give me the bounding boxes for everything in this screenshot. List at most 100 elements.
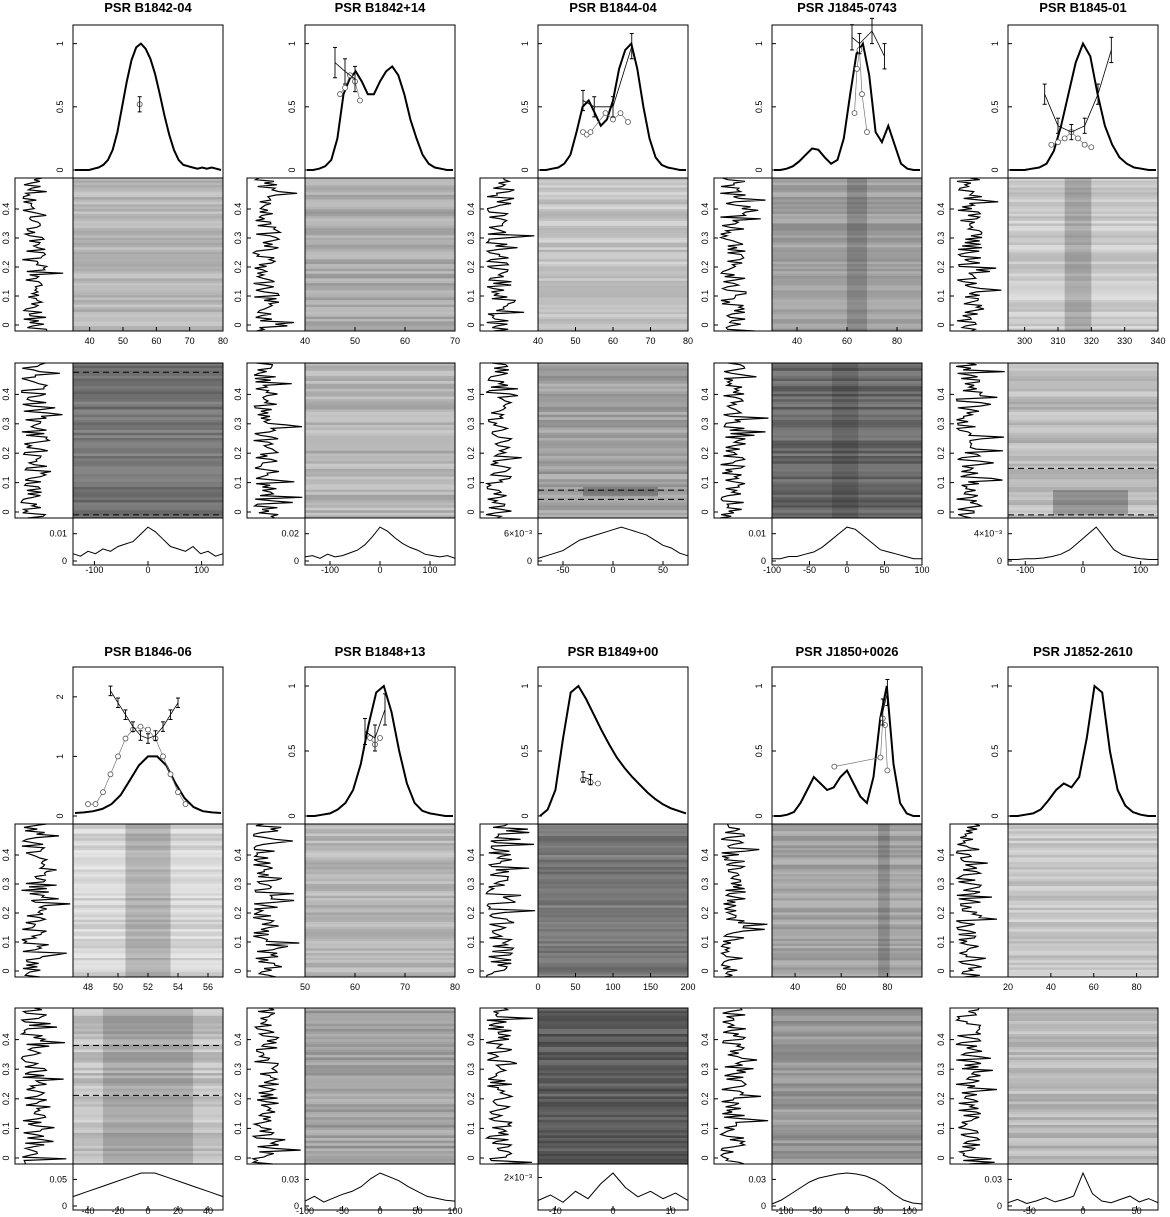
lrfs-row xyxy=(538,893,688,897)
lrfs-row xyxy=(1008,931,1158,935)
twodfs-row xyxy=(1008,1143,1158,1147)
lrfs-row xyxy=(772,826,922,830)
lrfs-row xyxy=(73,890,223,894)
twodfs-row xyxy=(305,1145,455,1149)
lrfs-row xyxy=(1008,189,1158,193)
twodfs-row xyxy=(305,394,455,397)
lrfs-row xyxy=(305,206,455,210)
twodfs-row xyxy=(772,404,922,408)
lrfs-row xyxy=(73,290,223,294)
twodfs-row xyxy=(538,1140,688,1144)
lrfs-xtick-label: 54 xyxy=(173,982,183,992)
twodfs-row xyxy=(538,1099,688,1102)
lrfs-row xyxy=(73,867,223,870)
twodfs-row xyxy=(772,432,922,436)
lrfs-row xyxy=(305,216,455,219)
lrfs-row xyxy=(538,266,688,270)
lrfs-row xyxy=(73,185,223,188)
twodfs-row xyxy=(305,401,455,405)
lrfs-side-spectrum-tick-label: 0.4 xyxy=(233,203,243,216)
lrfs-row xyxy=(305,965,455,968)
lrfs-row xyxy=(305,218,455,222)
twodfs-row xyxy=(538,378,688,382)
twodfs-row xyxy=(73,1075,223,1079)
twodfs-row xyxy=(772,1088,922,1092)
pa-marker xyxy=(175,789,181,796)
profile-ytick-label: 0 xyxy=(754,813,764,818)
twodfs-row xyxy=(538,497,688,501)
pa-marker xyxy=(92,801,99,807)
lrfs-row xyxy=(538,838,688,842)
lrfs-row xyxy=(305,302,455,306)
lrfs-row xyxy=(538,859,688,863)
lrfs-row xyxy=(772,285,922,289)
twodfs-row xyxy=(73,373,223,377)
twodfs-row xyxy=(305,404,455,408)
lrfs-row xyxy=(73,833,223,837)
lrfs-row xyxy=(772,907,922,911)
twodfs-row xyxy=(305,1088,455,1092)
twodfs-row xyxy=(772,1062,922,1066)
lrfs-row xyxy=(1008,855,1158,858)
twodfs-row xyxy=(1008,1047,1158,1050)
twodfs-row xyxy=(305,479,455,483)
lrfs-side-spectrum-tick-label: 0 xyxy=(1,322,11,327)
lrfs-row xyxy=(305,235,455,239)
twodfs-side-spectrum-tick-label: 0.1 xyxy=(1,476,11,489)
lrfs-row xyxy=(772,867,922,870)
lrfs-row xyxy=(305,299,455,303)
lrfs-xtick-label: 40 xyxy=(300,336,310,346)
lrfs-row xyxy=(305,259,455,262)
twodfs-row xyxy=(305,1119,455,1123)
twodfs-row xyxy=(772,1070,922,1074)
twodfs-row xyxy=(1008,419,1158,423)
twodfs-row xyxy=(772,1026,922,1030)
twodfs-row xyxy=(73,443,223,446)
lrfs-row xyxy=(305,883,455,887)
twodfs-row xyxy=(73,1112,223,1115)
lrfs-row xyxy=(305,871,455,875)
twodfs-row xyxy=(73,391,223,395)
twodfs-row xyxy=(1008,458,1158,462)
twodfs-side-spectrum-tick-label: 0.1 xyxy=(700,1122,710,1135)
lrfs-row xyxy=(305,225,455,229)
twodfs-row xyxy=(538,1132,688,1136)
twodfs-row xyxy=(538,430,688,434)
twodfs-side-spectrum-tick-label: 0.4 xyxy=(1,388,11,401)
lrfs-row xyxy=(73,249,223,253)
twodfs-row xyxy=(73,396,223,400)
twodfs-row xyxy=(1008,492,1158,496)
twodfs-row xyxy=(1008,370,1158,374)
twodfs-row xyxy=(73,468,223,472)
lrfs-xtick-label: 70 xyxy=(185,336,195,346)
twodfs-row xyxy=(772,425,922,428)
lrfs-row xyxy=(1008,180,1158,184)
lrfs-row xyxy=(772,838,922,842)
lrfs-row xyxy=(73,969,223,973)
twodfs-row xyxy=(1008,1104,1158,1108)
lrfs-row xyxy=(305,314,455,317)
twodfs-row xyxy=(538,1104,688,1108)
twodfs-row xyxy=(73,497,223,501)
bottom-ytick-label: 0 xyxy=(62,556,67,566)
twodfs-row xyxy=(305,1099,455,1102)
twodfs-row xyxy=(305,476,455,480)
twodfs-row xyxy=(772,1073,922,1076)
twodfs-row xyxy=(538,1119,688,1123)
pa-marker xyxy=(1055,139,1061,146)
twodfs-row xyxy=(772,1080,922,1084)
lrfs-row xyxy=(73,264,223,267)
twodfs-row xyxy=(772,1135,922,1139)
twodfs-row xyxy=(538,381,688,384)
lrfs-row xyxy=(538,321,688,325)
lrfs-row xyxy=(305,922,455,925)
lrfs-row xyxy=(772,216,922,219)
lrfs-row xyxy=(538,898,688,901)
twodfs-row xyxy=(305,492,455,496)
lrfs-row xyxy=(73,268,223,272)
lrfs-xtick-label: 0 xyxy=(535,982,540,992)
twodfs-row xyxy=(1008,466,1158,470)
lrfs-row xyxy=(772,929,922,932)
profile-ytick-label: 1 xyxy=(990,41,1000,46)
